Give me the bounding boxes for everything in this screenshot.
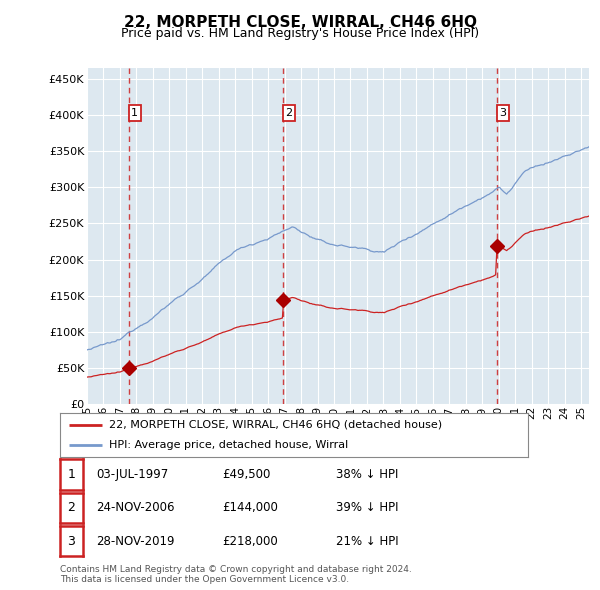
- Text: 24-NOV-2006: 24-NOV-2006: [96, 502, 175, 514]
- Text: Contains HM Land Registry data © Crown copyright and database right 2024.
This d: Contains HM Land Registry data © Crown c…: [60, 565, 412, 584]
- Text: £144,000: £144,000: [222, 502, 278, 514]
- Text: 21% ↓ HPI: 21% ↓ HPI: [336, 535, 398, 548]
- Text: 22, MORPETH CLOSE, WIRRAL, CH46 6HQ: 22, MORPETH CLOSE, WIRRAL, CH46 6HQ: [124, 15, 476, 30]
- Text: 2: 2: [67, 502, 76, 514]
- Text: 22, MORPETH CLOSE, WIRRAL, CH46 6HQ (detached house): 22, MORPETH CLOSE, WIRRAL, CH46 6HQ (det…: [109, 420, 442, 430]
- Text: £49,500: £49,500: [222, 468, 271, 481]
- Text: 38% ↓ HPI: 38% ↓ HPI: [336, 468, 398, 481]
- Text: HPI: Average price, detached house, Wirral: HPI: Average price, detached house, Wirr…: [109, 440, 349, 450]
- Text: 3: 3: [499, 108, 506, 118]
- Text: Price paid vs. HM Land Registry's House Price Index (HPI): Price paid vs. HM Land Registry's House …: [121, 27, 479, 40]
- Text: £218,000: £218,000: [222, 535, 278, 548]
- Text: 2: 2: [286, 108, 293, 118]
- Text: 1: 1: [131, 108, 138, 118]
- Text: 3: 3: [67, 535, 76, 548]
- Text: 28-NOV-2019: 28-NOV-2019: [96, 535, 175, 548]
- Text: 03-JUL-1997: 03-JUL-1997: [96, 468, 168, 481]
- Text: 1: 1: [67, 468, 76, 481]
- Text: 39% ↓ HPI: 39% ↓ HPI: [336, 502, 398, 514]
